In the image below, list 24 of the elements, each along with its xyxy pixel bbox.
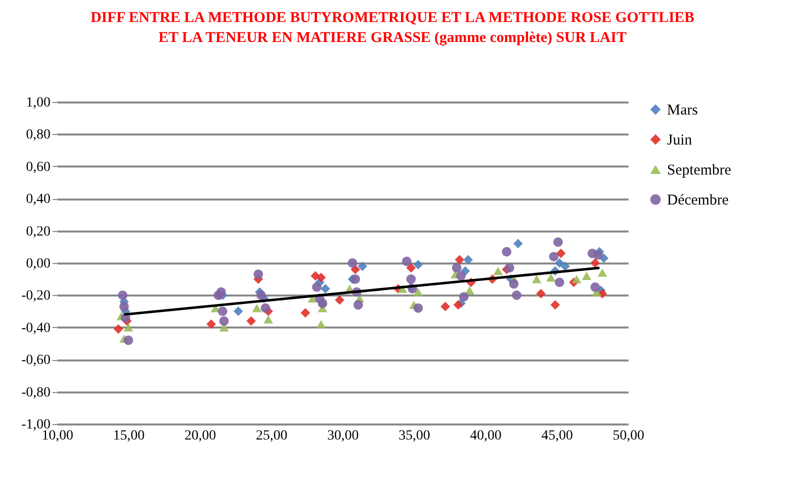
y-tick-label: -0,40 (21, 320, 50, 336)
legend-label: Décembre (667, 192, 729, 208)
y-tick-label: -0,20 (21, 288, 50, 304)
y-tick-label: 0,00 (26, 256, 50, 272)
y-tick-label: -0,60 (21, 353, 50, 368)
y-tick-label: 0,20 (26, 224, 50, 240)
x-tick-label: 10,00 (42, 428, 74, 444)
legend-label: Septembre (667, 162, 732, 178)
x-tick-label: 20,00 (184, 428, 216, 444)
y-tick-label: 1,00 (26, 96, 50, 110)
y-tick-label: 0,80 (26, 128, 50, 143)
x-tick-label: 30,00 (327, 428, 359, 444)
x-tick-label: 15,00 (113, 428, 145, 444)
chart-title: DIFF ENTRE LA METHODE BUTYROMETRIQUE ET LA METHODE ROSE GOTTLIEB ET LA TENEUR EN MATIERE GRASSE (gamme complète) SUR LAIT (90, 10, 694, 46)
legend-label: Mars (667, 102, 698, 118)
x-tick-label: 45,00 (541, 428, 573, 444)
legend-label: Juin (667, 132, 693, 148)
y-tick-label: 0,40 (26, 192, 50, 208)
y-tick-label: -0,80 (21, 385, 50, 400)
x-tick-label: 25,00 (256, 428, 288, 444)
x-tick-label: 50,00 (612, 428, 644, 444)
x-tick-label: 35,00 (398, 428, 430, 444)
y-tick-label: 0,60 (26, 160, 50, 175)
x-tick-label: 40,00 (470, 428, 502, 444)
